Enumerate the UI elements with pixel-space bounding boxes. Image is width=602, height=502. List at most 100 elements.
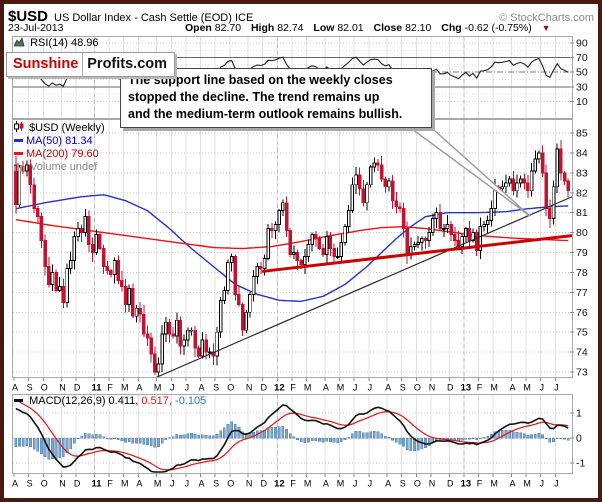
month-label: N xyxy=(59,479,66,489)
month-label: J xyxy=(368,479,373,489)
axis-tick-label: 81 xyxy=(576,207,588,219)
annotation-line-3: and the medium-term outlook remains bull… xyxy=(128,107,403,121)
month-label: A xyxy=(136,479,142,489)
month-label: F xyxy=(290,383,296,393)
down-triangle-icon: ▼ xyxy=(541,23,551,33)
logo-part-profits: Profits.com xyxy=(87,56,168,72)
price-panel-labels: $USD (Weekly) MA(50) 81.34 MA(200) 79.60… xyxy=(14,121,105,174)
month-label: S xyxy=(213,479,219,489)
axis-tick-label: 82 xyxy=(576,187,588,199)
month-label: M xyxy=(337,479,345,489)
month-label: N xyxy=(246,383,253,393)
annotation-line-1: The support line based on the weekly clo… xyxy=(128,73,393,87)
ma200-label: MA(200) 79.60 xyxy=(14,148,105,161)
axis-tick-label: 84 xyxy=(576,147,588,159)
month-label: O xyxy=(414,383,421,393)
month-label: O xyxy=(41,479,48,489)
quote-bar: 23-Jul-2013 Open 82.70 High 82.74 Low 82… xyxy=(8,22,594,36)
month-label: F xyxy=(290,479,296,489)
month-label: D xyxy=(447,479,454,489)
macd-panel-chart: 1 0 -1 xyxy=(12,394,585,474)
macd-signal-value: 0.517, xyxy=(141,395,172,407)
low-value: 82.01 xyxy=(337,22,364,34)
month-label: 12 xyxy=(274,383,285,394)
month-label: N xyxy=(429,479,436,489)
axis-tick-label: 0 xyxy=(576,433,582,445)
month-label: F xyxy=(107,479,113,489)
rsi-panel-label: RSI(14) 48.96 xyxy=(14,37,99,50)
volume-bars-icon xyxy=(14,162,25,171)
month-label: 13 xyxy=(461,383,472,394)
chg-value: -0.62 (-0.75%) xyxy=(464,22,532,34)
month-label: O xyxy=(227,479,234,489)
macd-line-swatch xyxy=(14,399,23,402)
month-label: 11 xyxy=(91,383,102,394)
open-value: 82.70 xyxy=(214,22,242,34)
month-label: 13 xyxy=(461,479,472,490)
axis-tick-label: 50 xyxy=(576,67,588,79)
month-label: 11 xyxy=(91,479,102,490)
macd-hist-value: -0.105 xyxy=(175,395,207,407)
month-label: N xyxy=(246,479,253,489)
logo-part-sunshine: Sunshine xyxy=(7,53,84,76)
month-label: M xyxy=(304,479,312,489)
axis-tick-label: 83 xyxy=(576,167,588,179)
high-label: High xyxy=(250,22,275,34)
axis-tick-label: 30 xyxy=(576,81,588,93)
month-label: S xyxy=(27,479,33,489)
month-label: J xyxy=(185,383,190,393)
macd-panel-label: MACD(12,26,9) 0.411, 0.517, -0.105 xyxy=(14,395,206,408)
low-label: Low xyxy=(313,22,335,34)
macd-line xyxy=(15,404,569,473)
ohlc-quote: Open 82.70 High 82.74 Low 82.01 Close 82… xyxy=(185,22,551,34)
stockcharts-copyright-link[interactable]: © StockCharts.com xyxy=(499,12,594,24)
month-label: A xyxy=(385,479,391,489)
month-label: J xyxy=(170,479,175,489)
annotation-line-2: stopped the decline. The trend remains u… xyxy=(128,90,380,104)
candlestick-icon xyxy=(14,121,24,132)
month-label: D xyxy=(260,479,267,489)
month-label: S xyxy=(400,479,406,489)
axis-tick-label: 75 xyxy=(576,327,588,339)
date-axis-bottom: A S O N D 11 F M A M J J A S O N D 12 F M A M J J A S O N D 13 F M A M J J xyxy=(12,474,559,490)
axis-tick-label: 85 xyxy=(576,128,588,140)
month-label: A xyxy=(199,383,205,393)
month-label: J xyxy=(539,479,544,489)
weekly-close-support-line xyxy=(261,234,573,273)
month-label: D xyxy=(447,383,454,393)
ma200-line-swatch xyxy=(14,152,23,155)
high-value: 82.74 xyxy=(277,22,304,34)
open-label: Open xyxy=(185,22,212,34)
month-label: M xyxy=(523,383,531,393)
month-label: A xyxy=(509,383,515,393)
date-axis-top: A S O N D 11 F M A M J J A S O N D 12 F M A M J J A S O N D 13 F M A M J J xyxy=(12,378,559,394)
ma50-label: MA(50) 81.34 xyxy=(14,135,105,148)
month-label: J xyxy=(353,383,358,393)
month-label: D xyxy=(74,479,81,489)
axis-tick-label: 79 xyxy=(576,247,588,259)
month-label: A xyxy=(12,383,18,393)
month-label: O xyxy=(227,383,234,393)
sunshineprofits-logo[interactable]: Sunshine Profits.com xyxy=(6,52,176,77)
axis-tick-label: 76 xyxy=(576,307,588,319)
month-label: M xyxy=(154,383,162,393)
chg-label: Chg xyxy=(441,22,462,34)
month-label: A xyxy=(323,479,329,489)
rising-trendline xyxy=(154,196,573,378)
month-label: O xyxy=(414,479,421,489)
month-label: O xyxy=(41,383,48,393)
month-label: F xyxy=(477,479,483,489)
month-label: N xyxy=(59,383,66,393)
axis-tick-label: 1 xyxy=(576,408,582,420)
price-symbol-label: $USD (Weekly) xyxy=(14,121,105,135)
month-label: J xyxy=(368,383,373,393)
rsi-icon xyxy=(14,37,25,47)
month-label: J xyxy=(185,479,190,489)
axis-tick-label: 77 xyxy=(576,287,588,299)
month-label: A xyxy=(136,383,142,393)
month-label: S xyxy=(400,383,406,393)
quote-date: 23-Jul-2013 xyxy=(8,22,64,34)
month-label: M xyxy=(121,383,129,393)
month-label: D xyxy=(74,383,81,393)
